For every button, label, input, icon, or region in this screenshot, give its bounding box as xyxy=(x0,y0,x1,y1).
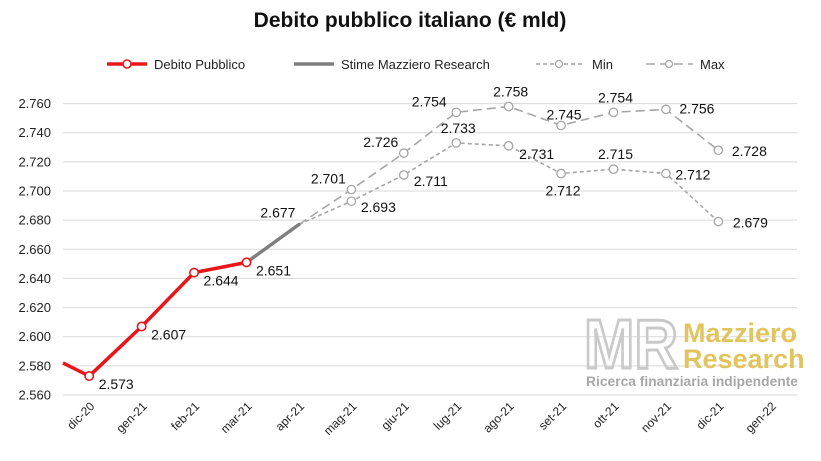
legend-item-max: Max xyxy=(646,57,725,72)
y-axis: 2.560 2.580 2.600 2.620 2.640 2.660 2.680 2.700… xyxy=(18,96,51,402)
point-max xyxy=(556,120,566,131)
x-tick-label: giu-21 xyxy=(378,399,412,433)
x-tick-label: set-21 xyxy=(536,399,570,433)
point-debito-pubblico xyxy=(241,257,252,268)
data-label-max: 2.756 xyxy=(679,100,714,116)
point-max xyxy=(503,101,514,112)
x-tick-label: gen-21 xyxy=(113,399,150,436)
y-tick-label: 2.700 xyxy=(18,184,51,199)
point-min xyxy=(608,164,619,174)
point-max xyxy=(608,107,619,118)
data-label-debito-pubblico: 2.607 xyxy=(151,327,186,343)
data-label-stime: 2.677 xyxy=(260,205,295,221)
point-debito-pubblico xyxy=(136,321,147,332)
logo-name-line2: Research xyxy=(683,344,805,374)
legend-label-stime: Stime Mazziero Research xyxy=(341,57,490,72)
x-tick-label: gen-22 xyxy=(743,399,780,436)
x-tick-label: mar-21 xyxy=(218,399,255,436)
x-tick-label: lug-21 xyxy=(431,399,465,433)
series-line-stime xyxy=(244,222,301,265)
legend-marker-debito-pubblico xyxy=(122,59,132,69)
data-label-min: 2.712 xyxy=(675,167,710,183)
x-tick-label: feb-21 xyxy=(168,399,202,433)
data-label-min: 2.712 xyxy=(546,183,581,199)
data-label-max: 2.754 xyxy=(412,93,447,109)
data-label-max: 2.726 xyxy=(363,134,398,150)
point-max xyxy=(661,104,671,115)
y-tick-label: 2.740 xyxy=(18,125,51,140)
legend-marker-min xyxy=(554,59,564,69)
legend: Debito Pubblico Stime Mazziero Research … xyxy=(107,57,725,72)
series-layer xyxy=(62,101,724,382)
data-label-min: 2.679 xyxy=(733,215,768,231)
x-tick-label: dic-21 xyxy=(693,399,726,432)
data-label-debito-pubblico: 2.644 xyxy=(204,273,239,289)
legend-marker-max xyxy=(664,59,674,69)
x-tick-label: dic-20 xyxy=(64,399,97,432)
data-labels-layer: 2.573 2.607 2.644 2.651 2.677 2.693 2.711 2.733… xyxy=(99,83,768,392)
data-label-min: 2.715 xyxy=(598,146,633,162)
data-label-max: 2.701 xyxy=(311,171,346,187)
point-min xyxy=(713,216,724,227)
point-min xyxy=(451,138,462,148)
data-label-min: 2.731 xyxy=(519,146,554,162)
logo-monogram: MR xyxy=(584,305,678,383)
data-label-min: 2.693 xyxy=(361,199,396,215)
y-tick-label: 2.760 xyxy=(18,96,51,111)
x-tick-label: nov-21 xyxy=(638,399,674,435)
point-max xyxy=(346,184,357,195)
data-label-max: 2.754 xyxy=(598,89,633,105)
x-tick-label: ago-21 xyxy=(480,399,517,436)
legend-label-min: Min xyxy=(592,57,613,72)
point-min xyxy=(503,140,514,151)
legend-label-debito-pubblico: Debito Pubblico xyxy=(154,57,245,72)
x-axis: dic-20 gen-21 feb-21 mar-21 apr-21 mag-21 giu-… xyxy=(64,399,779,438)
x-tick-label: apr-21 xyxy=(273,399,308,434)
point-debito-pubblico xyxy=(189,267,200,278)
logo-name-line1: Mazziero xyxy=(683,318,797,348)
point-min xyxy=(661,168,671,179)
legend-item-debito-pubblico: Debito Pubblico xyxy=(107,57,245,72)
y-tick-label: 2.640 xyxy=(18,271,51,286)
y-tick-label: 2.580 xyxy=(18,358,51,373)
point-min xyxy=(346,196,357,207)
logo-tagline: Ricerca finanziaria indipendente xyxy=(586,374,798,389)
data-label-min: 2.733 xyxy=(441,120,476,136)
data-label-debito-pubblico: 2.651 xyxy=(256,262,291,278)
point-max xyxy=(713,145,724,156)
y-tick-label: 2.680 xyxy=(18,213,51,228)
x-tick-label: mag-21 xyxy=(321,399,360,438)
point-min xyxy=(398,170,409,180)
y-tick-label: 2.720 xyxy=(18,154,51,169)
x-tick-label: ott-21 xyxy=(590,399,622,431)
point-min xyxy=(556,168,566,179)
data-label-debito-pubblico: 2.573 xyxy=(99,376,134,392)
point-max xyxy=(398,148,409,158)
data-label-max: 2.758 xyxy=(493,83,528,99)
legend-item-min: Min xyxy=(536,57,613,72)
data-label-min: 2.711 xyxy=(414,173,448,189)
y-tick-label: 2.560 xyxy=(18,388,51,403)
mazziero-research-logo: MR Mazziero Research Ricerca finanziaria… xyxy=(583,304,805,390)
y-tick-label: 2.660 xyxy=(18,242,51,257)
legend-label-max: Max xyxy=(700,57,725,72)
y-tick-label: 2.600 xyxy=(18,329,51,344)
y-tick-label: 2.620 xyxy=(18,300,51,315)
data-label-max: 2.745 xyxy=(547,106,582,122)
point-debito-pubblico xyxy=(84,371,95,382)
data-label-max: 2.728 xyxy=(732,143,767,159)
point-max xyxy=(451,107,462,118)
chart-title: Debito pubblico italiano (€ mld) xyxy=(254,9,567,32)
legend-item-stime: Stime Mazziero Research xyxy=(294,57,490,72)
